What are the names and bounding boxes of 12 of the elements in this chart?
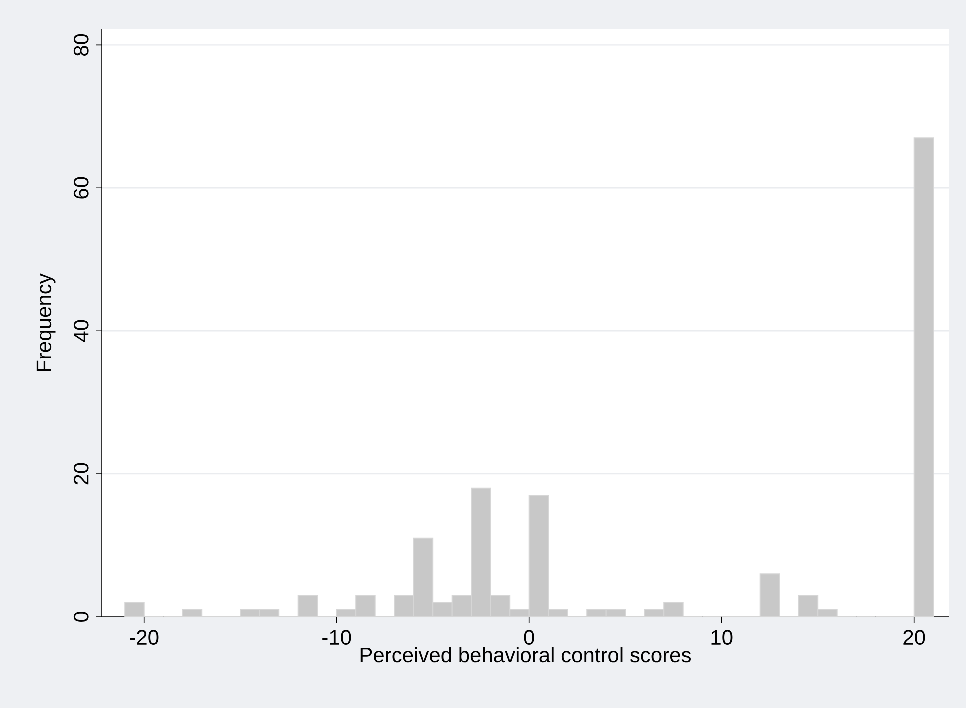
y-tick-label: 40 — [74, 320, 89, 342]
x-tick-label: 0 — [524, 630, 534, 646]
x-tick-label: 20 — [904, 630, 926, 646]
y-tick-label: 0 — [74, 612, 89, 622]
x-tick-label: 10 — [712, 630, 733, 646]
y-axis-title: Frequency — [36, 274, 56, 372]
x-axis-title: Perceived behavioral control scores — [360, 647, 691, 663]
y-tick-label: 20 — [74, 463, 89, 485]
y-tick-label: 60 — [74, 177, 89, 199]
x-tick-label: -10 — [322, 630, 352, 646]
y-tick-label: 80 — [74, 34, 89, 56]
x-tick-label: -20 — [130, 630, 159, 646]
